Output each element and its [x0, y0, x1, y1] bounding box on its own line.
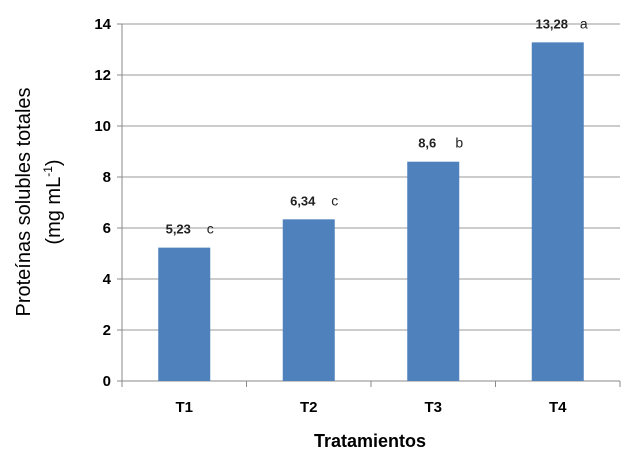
y-tick-label: 10: [94, 118, 111, 135]
significance-letter: a: [580, 15, 588, 31]
y-tick-label: 14: [94, 16, 111, 33]
bar-t1: [158, 247, 211, 381]
y-tick-label: 8: [103, 169, 111, 186]
data-label: 13,28: [535, 16, 568, 31]
y-axis-unit-prefix: (mg mL: [43, 177, 65, 245]
y-tick-label: 2: [103, 322, 111, 339]
y-axis-unit-suffix: ): [43, 159, 65, 166]
data-label: 5,23: [166, 222, 191, 237]
significance-letter: c: [207, 221, 214, 237]
x-category-label: T1: [175, 399, 193, 416]
y-tick-label: 0: [103, 373, 111, 390]
x-category-label: T3: [424, 399, 442, 416]
significance-letter: b: [455, 135, 463, 151]
y-axis-title: Proteínas solubles totales: [13, 87, 35, 316]
x-category-label: T4: [549, 399, 567, 416]
x-axis-title: Tratamientos: [314, 431, 426, 451]
y-axis-unit: (mg mL-1): [41, 159, 65, 244]
bar-t3: [407, 161, 460, 381]
bar-t2: [282, 219, 335, 381]
y-axis-unit-superscript: -1: [41, 166, 55, 177]
data-label: 6,34: [290, 193, 316, 208]
bars: [158, 42, 584, 382]
bar-t4: [531, 42, 584, 382]
significance-letter: c: [331, 192, 338, 208]
x-category-label: T2: [300, 399, 318, 416]
data-label: 8,6: [418, 136, 436, 151]
y-tick-label: 12: [94, 67, 111, 84]
y-tick-label: 6: [103, 220, 111, 237]
labels: 0 2 4 6 8 10 12 14 T1 5,23 c T2 6,34 c T3 8,6 b T4 13,28 a: [94, 15, 588, 416]
y-tick-label: 4: [103, 271, 112, 288]
